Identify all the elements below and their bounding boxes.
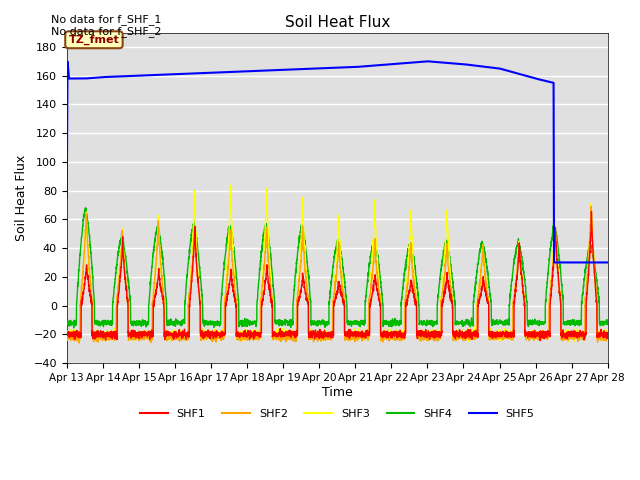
X-axis label: Time: Time: [322, 385, 353, 398]
Y-axis label: Soil Heat Flux: Soil Heat Flux: [15, 155, 28, 241]
Text: TZ_fmet: TZ_fmet: [68, 35, 119, 45]
Text: No data for f_SHF_2: No data for f_SHF_2: [51, 26, 162, 37]
Text: No data for f_SHF_1: No data for f_SHF_1: [51, 13, 161, 24]
Title: Soil Heat Flux: Soil Heat Flux: [285, 15, 390, 30]
Legend: SHF1, SHF2, SHF3, SHF4, SHF5: SHF1, SHF2, SHF3, SHF4, SHF5: [136, 405, 539, 423]
